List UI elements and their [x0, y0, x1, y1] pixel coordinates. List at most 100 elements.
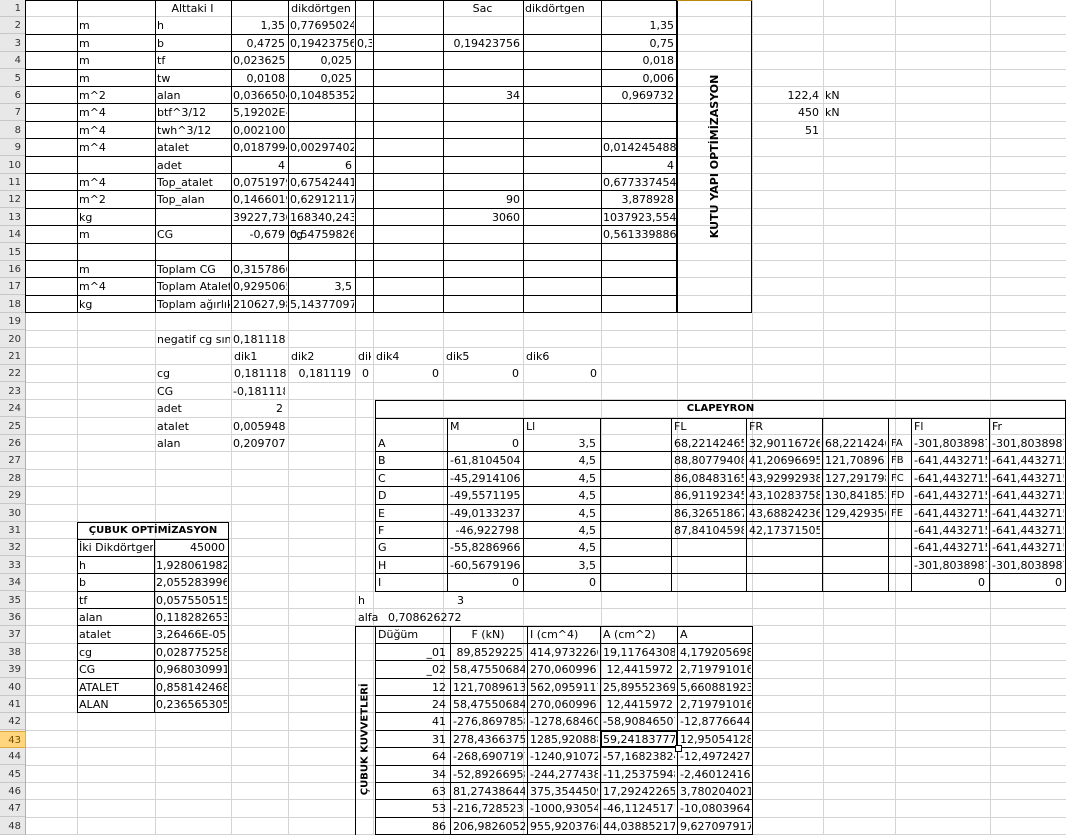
top-sac-8[interactable]: [443, 123, 522, 140]
clapeyron-ftag-A[interactable]: FA: [891, 438, 903, 449]
kuvvet-a1-48[interactable]: 44,03885217: [603, 819, 675, 833]
top-alttaki-14[interactable]: -0,679: [249, 228, 285, 242]
top-dik2-10[interactable]: [523, 158, 600, 175]
kuvvet-f-47[interactable]: -216,728523: [453, 802, 524, 816]
kuvvet-a1-47[interactable]: -46,11245171: [603, 802, 675, 816]
row-header-3[interactable]: 3: [0, 34, 25, 52]
clapeyron-m-A[interactable]: 0: [512, 437, 519, 450]
clapeyron-li-B[interactable]: 4,5: [578, 454, 597, 468]
fill-handle[interactable]: [675, 745, 682, 753]
cubuk-opt-value-35[interactable]: 0,057550515: [156, 593, 227, 607]
kuvvet-dugum-47[interactable]: 53: [432, 802, 446, 816]
dik-header-3[interactable]: dik3: [358, 350, 371, 363]
top-unit-9[interactable]: m^4: [79, 141, 106, 155]
clapeyron-fl-C[interactable]: 86,08483165: [674, 471, 744, 485]
top-sac-11[interactable]: [443, 175, 522, 192]
top-label-8[interactable]: twh^3/12: [157, 123, 212, 137]
cubuk-opt-value-33[interactable]: 1,928061982: [156, 558, 227, 572]
clapeyron-id-I[interactable]: I: [378, 576, 382, 590]
top-extra-3[interactable]: 0,3: [357, 36, 372, 50]
clapeyron-fr-C[interactable]: 43,92992938: [749, 471, 820, 485]
top-sac-13[interactable]: 3060: [492, 210, 520, 224]
clapeyron-header-m[interactable]: M: [450, 419, 460, 433]
top-last-4[interactable]: 0,018: [642, 54, 675, 68]
kuvvet-i-48[interactable]: 955,9203768: [530, 819, 598, 833]
row-header-44[interactable]: 44: [0, 748, 25, 766]
CG-row-value[interactable]: -0,18111878: [233, 384, 285, 398]
top-dik2-6[interactable]: [523, 88, 600, 105]
side-value-8[interactable]: 51: [805, 123, 819, 137]
row-header-22[interactable]: 22: [0, 365, 25, 383]
cubuk-opt-label-39[interactable]: CG: [79, 663, 96, 677]
top-dik1-13[interactable]: 168340,2439: [290, 210, 354, 224]
clapeyron-header-fr[interactable]: FR: [749, 419, 763, 433]
kuvvet-a1-43[interactable]: 59,24183777: [603, 732, 675, 746]
top-pad-16[interactable]: [373, 262, 442, 279]
param-alfa-value[interactable]: 0,708626272: [388, 611, 462, 624]
kuvvet-a2-40[interactable]: 5,660881923: [680, 680, 751, 694]
kuvvet-a1-38[interactable]: 19,11764308: [603, 645, 675, 659]
top-extra-18[interactable]: [355, 297, 372, 314]
side-value-6[interactable]: 122,4: [787, 89, 820, 102]
top-dik2-18[interactable]: [523, 297, 600, 314]
top-label-9[interactable]: atalet: [157, 141, 189, 155]
top-alttaki-4[interactable]: 0,023625: [233, 54, 286, 68]
top-alttaki-6[interactable]: 0,036650475: [233, 89, 287, 102]
clapeyron-m-I[interactable]: 0: [512, 576, 519, 590]
top-pad-7[interactable]: [373, 105, 442, 122]
kuvvet-i-43[interactable]: 1285,920888: [530, 732, 598, 746]
top-unit-12[interactable]: m^2: [79, 193, 106, 207]
top-dik1-10[interactable]: 6: [345, 158, 352, 172]
kuvvet-a2-38[interactable]: 4,179205698: [680, 645, 751, 659]
clapeyron-li-A[interactable]: 3,5: [578, 437, 597, 450]
kuvvet-a1-42[interactable]: -58,90846507: [603, 715, 675, 729]
clapeyron-ftag-F[interactable]: [889, 523, 910, 540]
kuvvet-f-46[interactable]: 81,27438644: [453, 785, 525, 798]
row-header-17[interactable]: 17: [0, 278, 25, 296]
cg-value-6[interactable]: 0: [590, 367, 597, 381]
kuvvet-a2-45[interactable]: -2,460124166: [680, 767, 751, 781]
clapeyron-sum-B[interactable]: 121,7089613: [825, 454, 886, 468]
kuvvet-f-38[interactable]: 89,8529225: [456, 645, 523, 659]
top-dik1-8[interactable]: [288, 123, 354, 140]
clapeyron-id-D[interactable]: D: [378, 489, 387, 503]
top-label-17[interactable]: Toplam Atalet: [157, 280, 230, 294]
kuvvet-a2-48[interactable]: 9,627097917: [680, 819, 751, 833]
top-sac-15[interactable]: [443, 245, 522, 262]
row-header-40[interactable]: 40: [0, 678, 25, 696]
top-unit-16[interactable]: m: [79, 263, 90, 276]
row-header-14[interactable]: 14: [0, 226, 25, 244]
clapeyron-fi-A[interactable]: -301,8038987: [914, 437, 987, 450]
top-sac-6[interactable]: 34: [506, 89, 520, 102]
top-dik2-16[interactable]: [523, 262, 600, 279]
kuvvet-a2-43[interactable]: 12,95054128: [680, 732, 751, 746]
kuvvet-dugum-41[interactable]: 24: [432, 698, 446, 711]
cubuk-opt-label-33[interactable]: h: [79, 558, 86, 572]
kuvvet-a1-45[interactable]: -11,25375948: [603, 767, 675, 781]
kuvvet-dugum-39[interactable]: _02: [426, 663, 447, 677]
top-sac-3[interactable]: 0,19423756: [453, 36, 520, 50]
clapeyron-id-F[interactable]: F: [378, 524, 385, 537]
row-header-43[interactable]: 43: [0, 730, 25, 748]
clapeyron-fi-G[interactable]: -641,4432715: [914, 541, 987, 555]
top-label-12[interactable]: Top_alan: [157, 193, 205, 207]
param-alfa-label[interactable]: alfa: [358, 611, 379, 624]
clapeyron-fr-E[interactable]: 43,68824236: [749, 506, 820, 520]
row-header-38[interactable]: 38: [0, 643, 25, 661]
top-unit-11[interactable]: m^4: [79, 176, 106, 189]
top-unit-14[interactable]: m: [79, 228, 90, 242]
cubuk-opt-value-40[interactable]: 0,858142468: [156, 680, 227, 694]
clapeyron-fl-F[interactable]: 87,84104598: [674, 524, 744, 537]
cg-value-3[interactable]: 0: [362, 367, 369, 381]
top-alttaki-2[interactable]: 1,35: [260, 19, 286, 33]
row-header-20[interactable]: 20: [0, 330, 25, 348]
row-header-47[interactable]: 47: [0, 800, 25, 818]
clapeyron-li-G[interactable]: 4,5: [578, 541, 597, 555]
top-pad-15[interactable]: [373, 245, 442, 262]
cubuk-opt-label-40[interactable]: ATALET: [79, 680, 119, 694]
top-sac-7[interactable]: [443, 105, 522, 122]
kuvvet-f-39[interactable]: 58,47550684: [453, 663, 525, 677]
row-header-27[interactable]: 27: [0, 452, 25, 470]
cubuk-opt-label-36[interactable]: alan: [79, 611, 103, 624]
cubuk-opt-value-36[interactable]: 0,118282653: [156, 611, 227, 624]
